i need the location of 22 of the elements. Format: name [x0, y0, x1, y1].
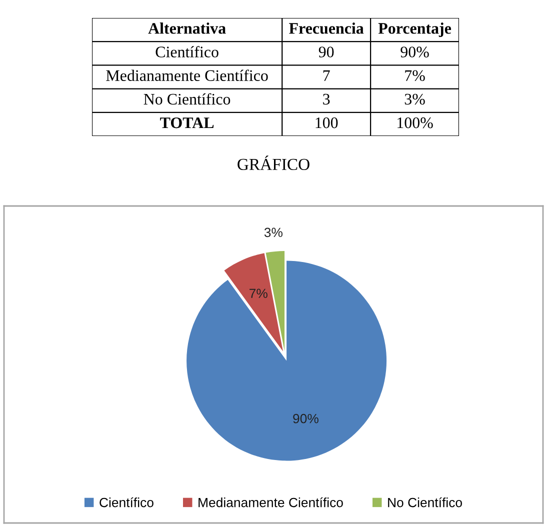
text: Alternativa	[148, 22, 226, 34]
category-label: Científico	[156, 46, 218, 58]
text: Frecuencia	[289, 22, 364, 34]
text: TOTAL	[160, 117, 214, 128]
text: Porcentaje	[378, 22, 452, 38]
legend-label: Científico	[100, 497, 154, 508]
chart-title: GRÁFICO	[238, 156, 310, 170]
data-label: 90	[318, 46, 334, 58]
data-label: 3%	[404, 94, 425, 105]
text: 100%	[398, 117, 433, 128]
data-label: 3%	[264, 228, 282, 238]
data-label: 90%	[400, 46, 429, 58]
legend-label: Medianamente Científico	[198, 497, 343, 508]
data-label: 3	[323, 94, 330, 105]
category-label: No Científico	[144, 93, 230, 105]
text: 100	[316, 117, 338, 128]
data-label: 7%	[405, 70, 425, 82]
category-label: Medianamente Científico	[106, 70, 268, 81]
legend-label: No Científico	[388, 497, 462, 508]
data-label: 7	[323, 70, 330, 81]
data-label: 7%	[250, 288, 268, 298]
data-label: 90%	[293, 414, 318, 424]
